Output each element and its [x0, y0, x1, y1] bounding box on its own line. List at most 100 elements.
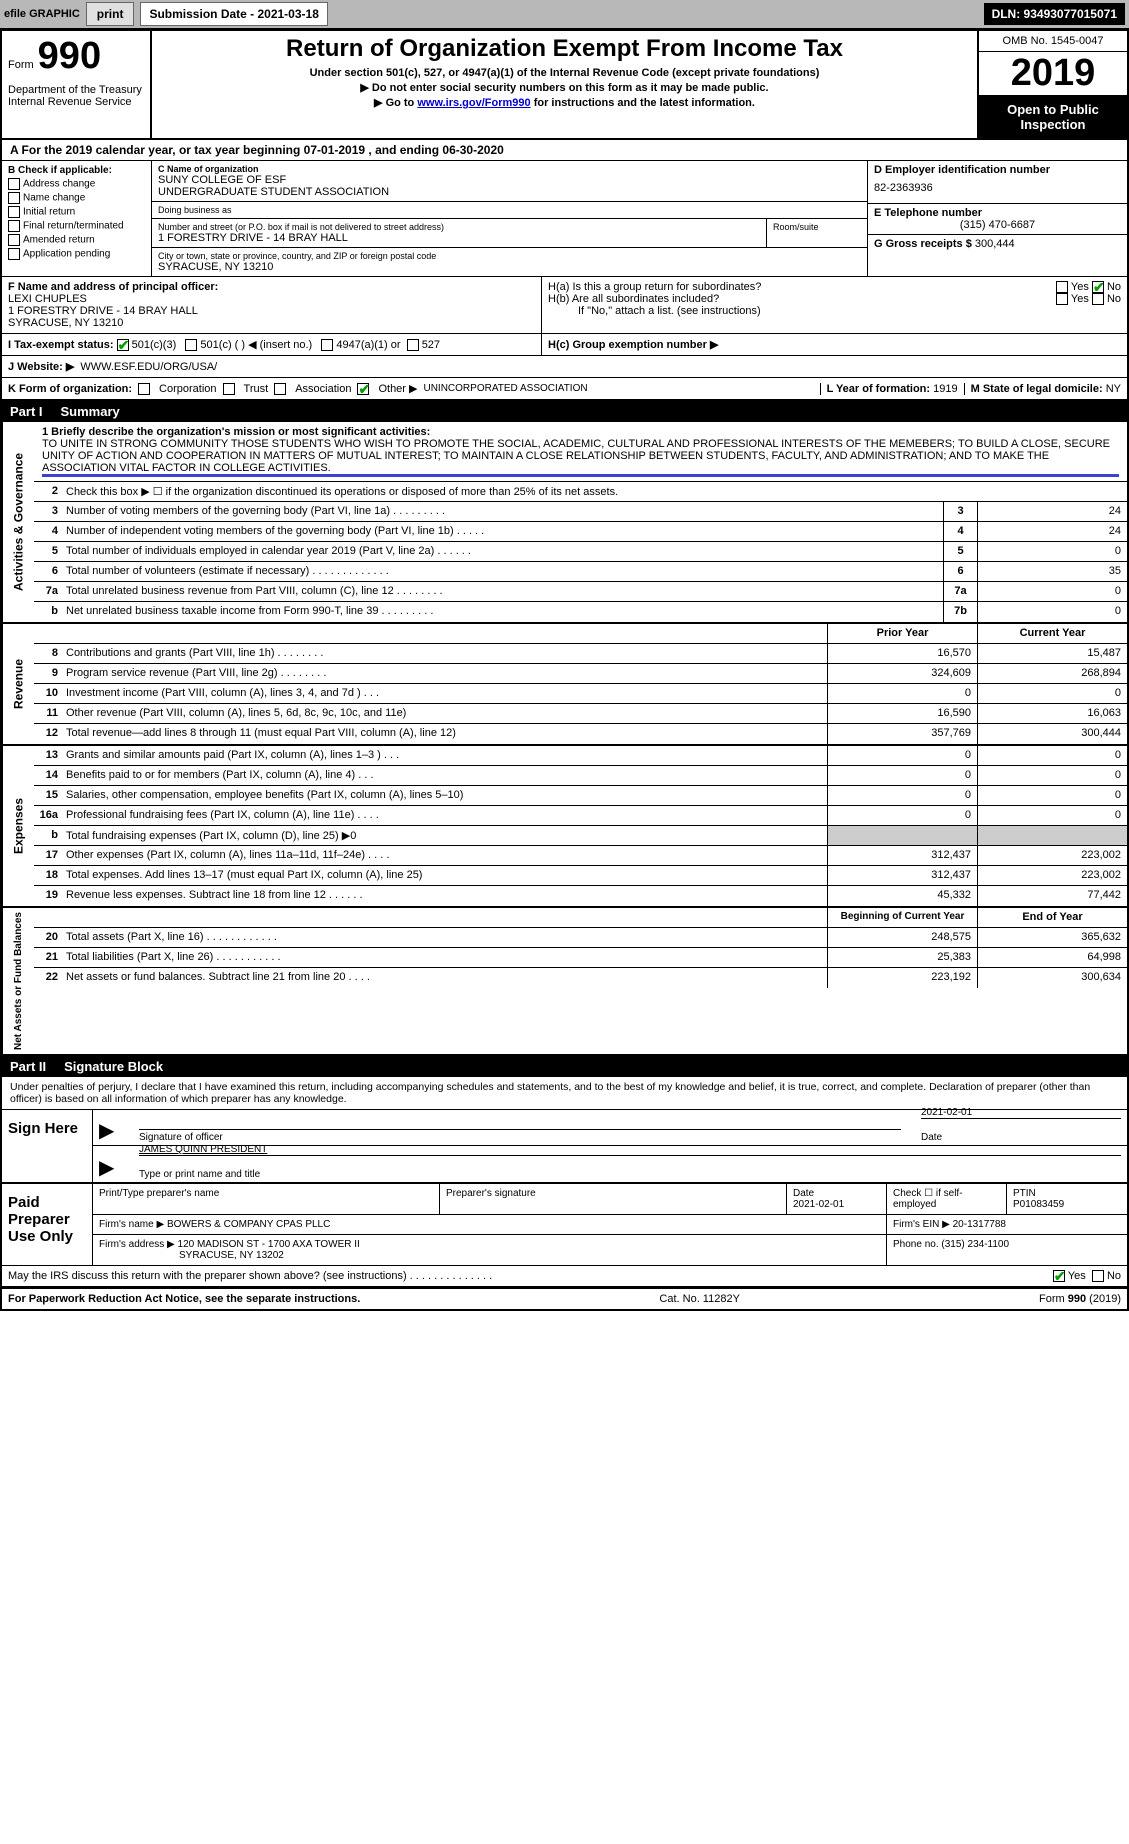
hb-yes[interactable] [1056, 293, 1068, 305]
chk-name[interactable]: Name change [8, 192, 145, 204]
omb-number: OMB No. 1545-0047 [979, 31, 1127, 52]
l20d: Total assets (Part X, line 16) . . . . .… [62, 928, 827, 947]
line-15: 15Salaries, other compensation, employee… [34, 786, 1127, 806]
c18: 223,002 [977, 866, 1127, 885]
chk-501c3[interactable] [117, 339, 129, 351]
line-6: 6Total number of volunteers (estimate if… [34, 562, 1127, 582]
box-i: I Tax-exempt status: 501(c)(3) 501(c) ( … [2, 334, 542, 355]
prep-sig-label: Preparer's signature [446, 1188, 536, 1199]
sign-arrow-icon: ▶ [99, 1118, 119, 1143]
line-4: 4Number of independent voting members of… [34, 522, 1127, 542]
row-j: J Website: ▶ WWW.ESF.EDU/ORG/USA/ [2, 356, 1127, 378]
line-12: 12Total revenue—add lines 8 through 11 (… [34, 724, 1127, 744]
officer-name-field: JAMES QUINN PRESIDENT Type or print name… [139, 1155, 1121, 1180]
p16a: 0 [827, 806, 977, 825]
city-val: SYRACUSE, NY 13210 [158, 261, 861, 273]
c15: 0 [977, 786, 1127, 805]
l8d: Contributions and grants (Part VIII, lin… [62, 644, 827, 663]
box-hc: H(c) Group exemption number ▶ [542, 334, 1127, 355]
prep-sig-cell[interactable]: Preparer's signature [440, 1184, 787, 1215]
discuss-yes-label: Yes [1068, 1270, 1086, 1282]
phone-cell: E Telephone number (315) 470-6687 [868, 204, 1127, 235]
irs-link[interactable]: www.irs.gov/Form990 [417, 97, 530, 109]
tax-year: 2019 [979, 52, 1127, 96]
print-button[interactable]: print [86, 2, 135, 26]
c16b [977, 826, 1127, 845]
c19: 77,442 [977, 886, 1127, 906]
p11: 16,590 [827, 704, 977, 723]
line7b-desc: Net unrelated business taxable income fr… [62, 602, 943, 622]
chk-initial[interactable]: Initial return [8, 206, 145, 218]
discuss-yes[interactable] [1053, 1270, 1065, 1282]
line-22: 22Net assets or fund balances. Subtract … [34, 968, 1127, 988]
side-revenue: Revenue [2, 624, 34, 744]
chk-other[interactable] [357, 383, 369, 395]
p20: 248,575 [827, 928, 977, 947]
p8: 16,570 [827, 644, 977, 663]
line4-val: 24 [977, 522, 1127, 541]
hb-no[interactable] [1092, 293, 1104, 305]
street-label: Number and street (or P.O. box if mail i… [158, 222, 760, 232]
officer-city: SYRACUSE, NY 13210 [8, 317, 535, 329]
c10: 0 [977, 684, 1127, 703]
line-5: 5Total number of individuals employed in… [34, 542, 1127, 562]
line-18: 18Total expenses. Add lines 13–17 (must … [34, 866, 1127, 886]
lbl-501c3: 501(c)(3) [132, 339, 177, 351]
lbl-trust: Trust [244, 383, 269, 395]
ptin-label: PTIN [1013, 1188, 1036, 1199]
no-label-2: No [1107, 293, 1121, 305]
prior-label: Prior Year [827, 624, 977, 643]
box-m-label: M State of legal domicile: [971, 383, 1103, 395]
no-label: No [1107, 281, 1121, 293]
chk-4947[interactable] [321, 339, 333, 351]
chk-527[interactable] [407, 339, 419, 351]
prep-date-label: Date [793, 1188, 814, 1199]
yes-label-2: Yes [1071, 293, 1089, 305]
l22d: Net assets or fund balances. Subtract li… [62, 968, 827, 988]
mission-text: TO UNITE IN STRONG COMMUNITY THOSE STUDE… [42, 438, 1119, 474]
lbl-corp: Corporation [159, 383, 216, 395]
lbl-assoc: Association [295, 383, 351, 395]
hb-note: If "No," attach a list. (see instruction… [548, 305, 1121, 317]
firm-addr2: SYRACUSE, NY 13202 [99, 1250, 284, 1261]
chk-final[interactable]: Final return/terminated [8, 220, 145, 232]
c20: 365,632 [977, 928, 1127, 947]
side-expenses: Expenses [2, 746, 34, 906]
box-l-label: L Year of formation: [827, 383, 931, 395]
c11: 16,063 [977, 704, 1127, 723]
sign-section: Sign Here ▶ Signature of officer 2021-02… [2, 1110, 1127, 1184]
submission-date: Submission Date - 2021-03-18 [140, 2, 327, 26]
line4-desc: Number of independent voting members of … [62, 522, 943, 541]
l10d: Investment income (Part VIII, column (A)… [62, 684, 827, 703]
chk-application[interactable]: Application pending [8, 248, 145, 260]
phone-val: (315) 470-6687 [874, 219, 1121, 231]
form-990-container: Form 990 Department of the Treasury Inte… [0, 29, 1129, 1311]
chk-trust[interactable] [223, 383, 235, 395]
chk-501c[interactable] [185, 339, 197, 351]
discuss-no[interactable] [1092, 1270, 1104, 1282]
p14: 0 [827, 766, 977, 785]
p16b [827, 826, 977, 845]
box-b: B Check if applicable: Address change Na… [2, 161, 152, 276]
p13: 0 [827, 746, 977, 765]
part2-header: Part II Signature Block [2, 1056, 1127, 1077]
period-mid: , and ending [368, 143, 442, 157]
line5-val: 0 [977, 542, 1127, 561]
ha-no[interactable] [1092, 281, 1104, 293]
officer-sig-field[interactable]: Signature of officer [139, 1129, 901, 1143]
self-emp-cell[interactable]: Check ☐ if self-employed [887, 1184, 1007, 1215]
box-f-label: F Name and address of principal officer: [8, 281, 535, 293]
footer: For Paperwork Reduction Act Notice, see … [2, 1288, 1127, 1309]
firm-addr-cell: Firm's address ▶ 120 MADISON ST - 1700 A… [93, 1235, 887, 1265]
row-fh: F Name and address of principal officer:… [2, 277, 1127, 334]
chk-corp[interactable] [138, 383, 150, 395]
part1-num: Part I [10, 404, 43, 419]
section-bcdeg: B Check if applicable: Address change Na… [2, 161, 1127, 277]
c22: 300,634 [977, 968, 1127, 988]
chk-assoc[interactable] [274, 383, 286, 395]
footer-mid: Cat. No. 11282Y [659, 1293, 740, 1305]
chk-address[interactable]: Address change [8, 178, 145, 190]
ha-yes[interactable] [1056, 281, 1068, 293]
box-c-wrap: C Name of organization SUNY COLLEGE OF E… [152, 161, 867, 276]
chk-amended[interactable]: Amended return [8, 234, 145, 246]
